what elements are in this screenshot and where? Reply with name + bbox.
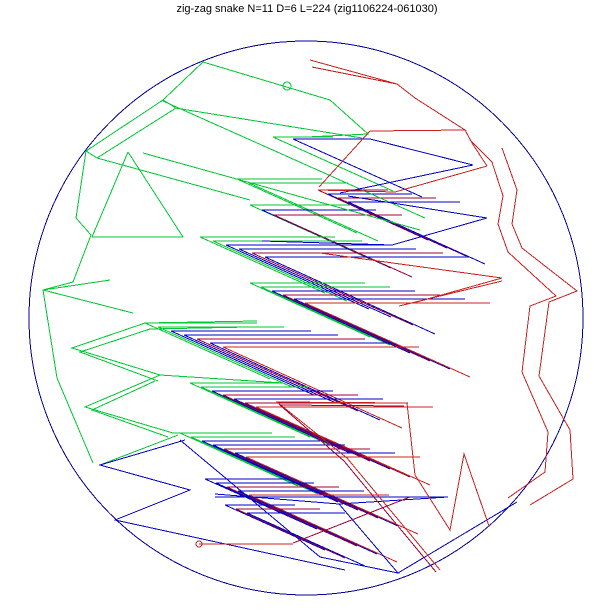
spike-bundle-8-layer-6 [245, 456, 420, 535]
spike-bundle-7-layer-4 [233, 398, 391, 470]
spike-bundle-3-layer-2 [273, 214, 413, 278]
spike-bundle-6-layer-6 [222, 346, 419, 429]
path-end-marker [195, 540, 203, 548]
snake-segment-red-32 [406, 402, 490, 532]
spike-bundle-9-layer-3 [237, 490, 378, 555]
spike-bundle-7-layer-1 [200, 386, 331, 446]
snake-segment-green-1 [174, 107, 363, 139]
spike-bundle-5-layer-5 [304, 302, 490, 378]
spike-bundle-4-layer-0 [199, 236, 335, 294]
spike-bundle-8-layer-5 [234, 452, 399, 527]
spike-bundle-4-layer-3 [238, 248, 416, 318]
snake-segment-green-8 [42, 279, 111, 464]
spike-bundle-9-layer-4 [248, 494, 398, 563]
snake-segment-red-24 [318, 130, 371, 188]
snake-segment-red-31 [275, 401, 441, 571]
spike-bundle-1-layer-1 [248, 182, 379, 242]
snake-segment-blue-20 [215, 496, 449, 505]
spike-bundle-4-layer-2 [225, 244, 389, 310]
snake-segment-blue-16 [347, 195, 488, 219]
spike-bundle-2-layer-2 [337, 197, 467, 257]
spike-bundle-5-layer-1 [260, 286, 391, 346]
snake-segment-green-5 [142, 152, 421, 231]
snake-segment-green-3 [42, 150, 92, 291]
snake-segment-blue-18 [98, 439, 346, 571]
spike-bundle-4-layer-5 [264, 256, 470, 335]
spike-bundle-10-layer-2 [246, 512, 366, 567]
spike-bundle-5-layer-4 [293, 298, 465, 370]
spike-bundle-5-layer-2 [271, 290, 415, 354]
spike-bundle-4-layer-4 [251, 252, 443, 326]
snake-segment-red-27 [501, 147, 578, 506]
spike-bundle-9-layer-0 [204, 478, 318, 530]
spike-bundle-6-layer-2 [170, 330, 315, 396]
path-start-marker [282, 81, 292, 91]
spike-bundle-7-layer-3 [222, 394, 371, 462]
spike-bundle-2-layer-3 [347, 201, 486, 265]
figure-title: zig-zag snake N=11 D=6 L=224 (zig1106224… [176, 3, 438, 15]
spike-bundle-8-layer-2 [201, 440, 339, 503]
spike-bundle-2-layer-1 [327, 193, 448, 249]
spike-bundle-6-layer-5 [209, 342, 392, 421]
spike-bundle-6-layer-3 [183, 334, 338, 404]
snake-segment-blue-19 [179, 439, 400, 574]
snake-segment-maroon-35 [292, 496, 411, 544]
snake-segment-green-9 [42, 289, 134, 314]
snake-segment-red-30 [398, 280, 503, 307]
snake-segment-red-25 [464, 129, 488, 167]
snake-segment-red-29 [319, 252, 503, 304]
spike-bundle-4-layer-1 [212, 240, 362, 302]
spike-bundle-7-layer-2 [211, 390, 351, 454]
spike-bundle-8-layer-3 [212, 444, 359, 511]
snake-segment-blue-21 [397, 501, 518, 574]
snake-segment-green-14 [99, 434, 179, 466]
snake-segment-green-4 [91, 151, 184, 238]
snake-segment-maroon-34 [278, 404, 437, 573]
snake-segment-green-10 [70, 320, 284, 384]
snake-segment-red-28 [469, 139, 557, 499]
snake-segment-green-6 [162, 100, 426, 219]
snake-segment-red-22 [309, 59, 398, 85]
boundary-circle [28, 40, 584, 596]
snake-segment-green-0 [162, 61, 370, 138]
spike-bundle-7-layer-5 [244, 402, 411, 478]
snake-segment-green-2 [85, 99, 177, 159]
spike-bundle-5-layer-0 [249, 282, 371, 338]
snake-segment-green-7 [96, 157, 251, 201]
snake-segment-red-26 [317, 165, 488, 193]
snake-segment-green-11 [78, 326, 251, 382]
spike-bundle-7-layer-6 [255, 406, 433, 486]
spike-bundle-10-layer-1 [235, 508, 346, 559]
spike-bundle-5-layer-3 [282, 294, 440, 362]
spike-bundle-10-layer-0 [224, 504, 326, 551]
spike-bundle-6-layer-1 [157, 326, 293, 388]
spike-bundle-9-layer-2 [226, 486, 358, 547]
spike-bundle-8-layer-1 [190, 436, 319, 495]
snake-segment-red-23 [369, 83, 467, 132]
spike-bundle-7-layer-0 [189, 382, 311, 438]
snake-segment-blue-15 [293, 138, 474, 194]
snake-segment-green-12 [83, 374, 272, 434]
snake-segment-blue-17 [261, 217, 488, 246]
snake-segment-green-13 [90, 380, 169, 438]
